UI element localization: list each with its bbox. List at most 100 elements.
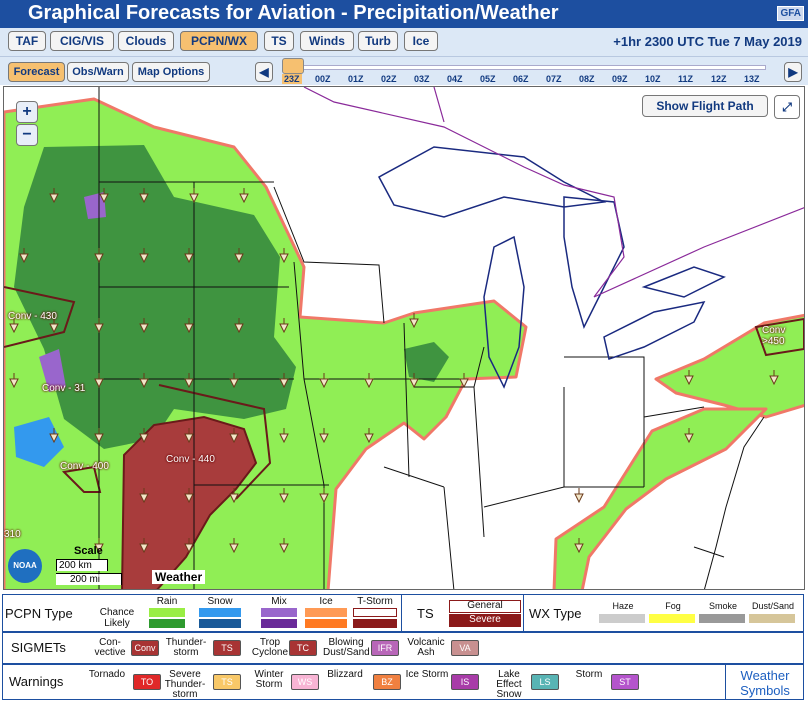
subtab[interactable]: Obs/Warn xyxy=(67,62,129,82)
legend-row-pcpn: PCPN Type Chance Likely TS General Sever… xyxy=(2,594,804,632)
pcpn-label: PCPN Type xyxy=(5,606,73,621)
header: Graphical Forecasts for Aviation - Preci… xyxy=(0,0,808,28)
prev-button[interactable]: ◀ xyxy=(255,62,273,82)
likely-swatch xyxy=(149,619,185,628)
weather-symbols-link[interactable]: Weather Symbols xyxy=(740,668,790,698)
chance-label: Chance xyxy=(99,607,135,618)
scale-mi: 200 mi xyxy=(56,573,122,585)
weather-symbol xyxy=(279,488,289,504)
warning-name: Storm xyxy=(575,669,603,680)
subtab[interactable]: Forecast xyxy=(8,62,65,82)
time-step[interactable]: 13Z xyxy=(744,74,760,84)
rain-chance-area xyxy=(654,313,804,419)
zoom-out-button[interactable]: − xyxy=(16,124,38,146)
sigmet-code: IFR xyxy=(371,640,399,656)
weather-symbol xyxy=(184,428,194,444)
convective-sigmet xyxy=(158,384,272,500)
tab[interactable]: Clouds xyxy=(118,31,174,51)
zoom-in-button[interactable]: + xyxy=(16,101,38,123)
fir-boundary xyxy=(303,87,804,298)
sigmet-label: Conv - 440 xyxy=(166,454,215,465)
flight-path-button[interactable]: Show Flight Path xyxy=(642,95,768,117)
sigmet-code: TS xyxy=(213,640,241,656)
scale-title: Scale xyxy=(74,545,103,557)
warning-name: Ice Storm xyxy=(405,669,449,680)
great-lake xyxy=(377,146,607,218)
time-step[interactable]: 23Z xyxy=(282,74,302,84)
weather-symbol xyxy=(239,188,249,204)
tab[interactable]: TAF xyxy=(8,31,46,51)
tab[interactable]: CIG/VIS xyxy=(50,31,114,51)
subtab[interactable]: Map Options xyxy=(132,62,210,82)
weather-symbol xyxy=(184,318,194,334)
weather-symbol xyxy=(279,538,289,554)
weather-symbol xyxy=(139,373,149,389)
sigmet-code: TC xyxy=(289,640,317,656)
legend: PCPN Type Chance Likely TS General Sever… xyxy=(0,592,808,702)
next-button[interactable]: ▶ xyxy=(784,62,802,82)
great-lake xyxy=(483,235,525,389)
pcpn-type-name: Rain xyxy=(156,596,178,607)
wx-swatch xyxy=(649,614,695,623)
weather-symbol xyxy=(94,248,104,264)
time-step[interactable]: 02Z xyxy=(381,74,397,84)
weather-symbol xyxy=(409,373,419,389)
tab[interactable]: PCPN/WX xyxy=(180,31,258,51)
warning-name: Lake Effect Snow xyxy=(496,669,522,700)
time-step[interactable]: 00Z xyxy=(315,74,331,84)
time-step[interactable]: 01Z xyxy=(348,74,364,84)
sigmet-label: Conv - 400 xyxy=(60,461,109,472)
weather-symbol xyxy=(279,318,289,334)
weather-symbol xyxy=(49,428,59,444)
weather-symbol xyxy=(9,373,19,389)
sigmet-label: Conv - 430 xyxy=(8,311,57,322)
tab[interactable]: TS xyxy=(264,31,294,51)
weather-symbol xyxy=(319,488,329,504)
warning-code: WS xyxy=(291,674,319,690)
weather-symbol xyxy=(279,428,289,444)
time-step[interactable]: 03Z xyxy=(414,74,430,84)
time-step[interactable]: 09Z xyxy=(612,74,628,84)
weather-symbol xyxy=(459,373,469,389)
convective-sigmet xyxy=(61,465,102,493)
slider-handle[interactable] xyxy=(282,58,304,74)
time-step[interactable]: 04Z xyxy=(447,74,463,84)
time-step[interactable]: 07Z xyxy=(546,74,562,84)
time-step[interactable]: 10Z xyxy=(645,74,661,84)
noaa-logo: NOAA xyxy=(8,549,42,583)
time-step[interactable]: 12Z xyxy=(711,74,727,84)
warnings-label: Warnings xyxy=(9,674,64,689)
map-canvas xyxy=(4,87,804,589)
sigmets-label: SIGMETs xyxy=(11,640,66,655)
convective-sigmet xyxy=(4,286,76,348)
tab[interactable]: Ice xyxy=(404,31,438,51)
time-step[interactable]: 05Z xyxy=(480,74,496,84)
sigmet-name: Blowing Dust/Sand xyxy=(323,637,370,658)
likely-swatch xyxy=(261,619,297,628)
weather-symbol xyxy=(139,318,149,334)
weather-symbol xyxy=(99,188,109,204)
map[interactable]: + − Show Flight Path ⤢ Conv - 430 Conv -… xyxy=(3,86,805,590)
ts-general: General xyxy=(449,600,521,613)
tab[interactable]: Winds xyxy=(300,31,354,51)
weather-symbol xyxy=(364,428,374,444)
great-lake xyxy=(563,196,625,330)
weather-symbol xyxy=(234,248,244,264)
time-step[interactable]: 11Z xyxy=(678,74,694,84)
page-title: Graphical Forecasts for Aviation - Preci… xyxy=(28,2,559,24)
ts-severe: Severe xyxy=(449,614,521,627)
fullscreen-button[interactable]: ⤢ xyxy=(774,95,800,119)
wx-swatch xyxy=(749,614,795,623)
weather-symbol xyxy=(184,248,194,264)
gfa-badge[interactable]: GFA xyxy=(777,6,804,21)
time-step[interactable]: 06Z xyxy=(513,74,529,84)
wx-label: WX Type xyxy=(529,606,582,621)
weather-symbol xyxy=(184,538,194,554)
warning-name: Severe Thunder-storm xyxy=(164,669,206,700)
warning-code: IS xyxy=(451,674,479,690)
weather-symbol xyxy=(574,488,584,504)
time-step[interactable]: 08Z xyxy=(579,74,595,84)
tab[interactable]: Turb xyxy=(358,31,398,51)
weather-symbol xyxy=(139,488,149,504)
likely-label: Likely xyxy=(104,618,130,629)
